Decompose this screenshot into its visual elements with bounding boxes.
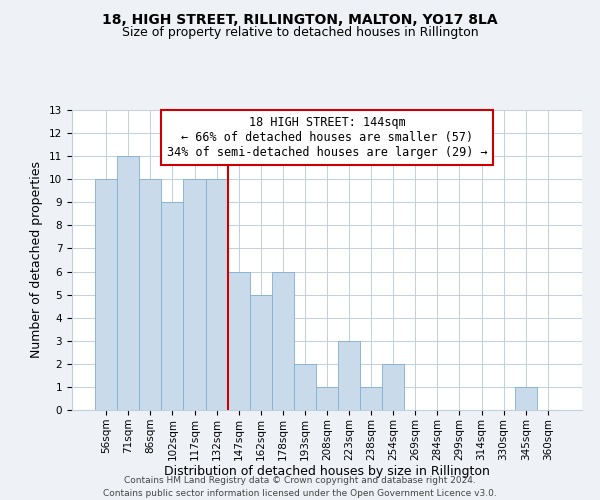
Text: 18 HIGH STREET: 144sqm
← 66% of detached houses are smaller (57)
34% of semi-det: 18 HIGH STREET: 144sqm ← 66% of detached… [167, 116, 487, 159]
Bar [117, 156, 139, 410]
Bar [184, 179, 206, 410]
Text: Size of property relative to detached houses in Rillington: Size of property relative to detached ho… [122, 26, 478, 39]
Bar [272, 272, 294, 410]
Text: Contains HM Land Registry data © Crown copyright and database right 2024.
Contai: Contains HM Land Registry data © Crown c… [103, 476, 497, 498]
X-axis label: Distribution of detached houses by size in Rillington: Distribution of detached houses by size … [164, 466, 490, 478]
Text: 18, HIGH STREET, RILLINGTON, MALTON, YO17 8LA: 18, HIGH STREET, RILLINGTON, MALTON, YO1… [102, 12, 498, 26]
Bar [382, 364, 404, 410]
Bar [316, 387, 338, 410]
Bar [515, 387, 537, 410]
Bar [294, 364, 316, 410]
Y-axis label: Number of detached properties: Number of detached properties [31, 162, 43, 358]
Bar [139, 179, 161, 410]
Bar [360, 387, 382, 410]
Bar [95, 179, 117, 410]
Bar [161, 202, 184, 410]
Bar [227, 272, 250, 410]
Bar [206, 179, 227, 410]
Bar [338, 341, 360, 410]
Bar [250, 294, 272, 410]
